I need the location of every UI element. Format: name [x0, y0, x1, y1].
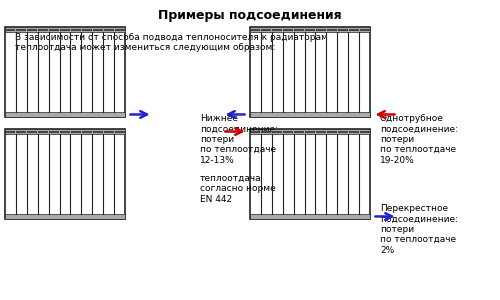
Bar [250, 112, 370, 117]
Bar [71, 130, 81, 133]
Bar [250, 214, 370, 219]
Bar [6, 130, 16, 133]
Bar [283, 130, 293, 133]
Bar [316, 28, 326, 31]
Bar [104, 130, 114, 133]
Bar [5, 129, 125, 219]
Bar [93, 28, 102, 31]
Bar [16, 130, 26, 133]
Bar [327, 28, 337, 31]
Bar [262, 28, 272, 31]
Bar [305, 28, 315, 31]
Bar [338, 130, 347, 133]
Bar [294, 28, 304, 31]
Bar [60, 130, 70, 133]
Text: В зависимости от способа подвода теплоносителя к радиаторам
теплоотдача может из: В зависимости от способа подвода теплоно… [15, 33, 328, 52]
Bar [262, 130, 272, 133]
Bar [5, 112, 125, 117]
Bar [82, 130, 92, 133]
Bar [60, 28, 70, 31]
Text: Примеры подсоединения: Примеры подсоединения [158, 9, 342, 22]
Text: Нижнее
подсоединение:
потери
по теплоотдаче
12-13%: Нижнее подсоединение: потери по теплоотд… [200, 114, 278, 165]
Bar [348, 28, 358, 31]
Bar [360, 130, 370, 133]
Bar [49, 130, 59, 133]
Bar [272, 130, 282, 133]
Text: теплоотдача
согласно норме
EN 442: теплоотдача согласно норме EN 442 [200, 174, 276, 204]
Bar [338, 28, 347, 31]
Bar [5, 27, 125, 32]
Bar [327, 130, 337, 133]
Bar [294, 130, 304, 133]
Bar [71, 28, 81, 31]
Bar [305, 130, 315, 133]
Bar [28, 130, 37, 133]
Bar [5, 129, 125, 134]
Bar [93, 130, 102, 133]
Bar [114, 130, 124, 133]
Bar [250, 130, 260, 133]
Bar [114, 28, 124, 31]
Bar [38, 28, 48, 31]
Bar [283, 28, 293, 31]
Bar [250, 129, 370, 134]
Bar [82, 28, 92, 31]
Bar [49, 28, 59, 31]
Bar [272, 28, 282, 31]
Bar [360, 28, 370, 31]
Bar [38, 130, 48, 133]
Text: Перекрестное
подсоединение:
потери
по теплоотдаче
2%: Перекрестное подсоединение: потери по те… [380, 204, 458, 255]
Bar [250, 129, 370, 219]
Bar [250, 27, 370, 117]
Text: Однотрубное
подсоединение:
потери
по теплоотдаче
19-20%: Однотрубное подсоединение: потери по теп… [380, 114, 458, 165]
Bar [6, 28, 16, 31]
Bar [348, 130, 358, 133]
Bar [250, 28, 260, 31]
Bar [104, 28, 114, 31]
Bar [28, 28, 37, 31]
Bar [16, 28, 26, 31]
Bar [5, 214, 125, 219]
Bar [5, 27, 125, 117]
Bar [250, 27, 370, 32]
Bar [316, 130, 326, 133]
